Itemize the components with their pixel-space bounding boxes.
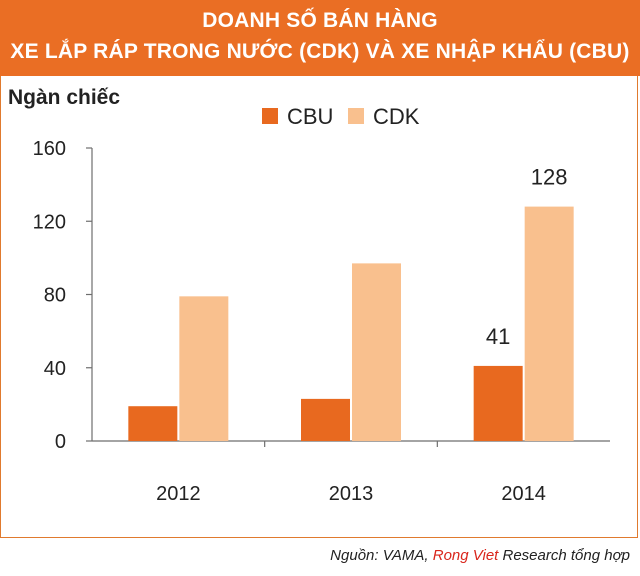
source-brand: Rong Viet bbox=[432, 547, 499, 564]
legend-label-cdk: CDK bbox=[373, 104, 420, 129]
source-prefix: Nguồn: VAMA, bbox=[330, 547, 433, 564]
bar-cbu-2012 bbox=[128, 406, 178, 441]
bar-cdk-2012 bbox=[179, 296, 229, 441]
y-tick-label: 40 bbox=[44, 358, 66, 380]
bar-cdk-2013 bbox=[352, 263, 401, 441]
legend-swatch-cdk bbox=[348, 108, 364, 124]
x-tick-label: 2013 bbox=[329, 483, 374, 505]
bar-cbu-2013 bbox=[301, 398, 350, 441]
bar-cbu-2014 bbox=[473, 365, 523, 441]
y-tick-label: 160 bbox=[33, 138, 66, 160]
source-note: Nguồn: VAMA, Rong Viet Research tổng hợp bbox=[330, 547, 630, 564]
y-tick-label: 80 bbox=[44, 285, 66, 307]
y-tick-label: 120 bbox=[33, 211, 66, 233]
x-tick-label: 2014 bbox=[501, 483, 546, 505]
legend-label-cbu: CBU bbox=[287, 104, 333, 129]
chart-header: DOANH SỐ BÁN HÀNG XE LẮP RÁP TRONG NƯỚC … bbox=[0, 0, 640, 76]
x-tick-label: 2012 bbox=[156, 483, 201, 505]
y-axis-label: Ngàn chiếc bbox=[8, 86, 120, 109]
source-suffix: Research tổng hợp bbox=[498, 547, 631, 564]
bar-cdk-2014 bbox=[524, 206, 574, 441]
chart-title-line-1: DOANH SỐ BÁN HÀNG bbox=[202, 9, 438, 32]
data-label-cbu-2014: 41 bbox=[486, 324, 510, 349]
chart-title-line-2: XE LẮP RÁP TRONG NƯỚC (CDK) VÀ XE NHẬP K… bbox=[10, 40, 630, 63]
legend-swatch-cbu bbox=[262, 108, 278, 124]
y-tick-label: 0 bbox=[55, 431, 66, 453]
bar-chart: Ngàn chiếc 0 40 80 120 160 2012 2013 2014 41 128 CB… bbox=[8, 86, 610, 505]
data-label-cdk-2014: 128 bbox=[531, 165, 568, 190]
